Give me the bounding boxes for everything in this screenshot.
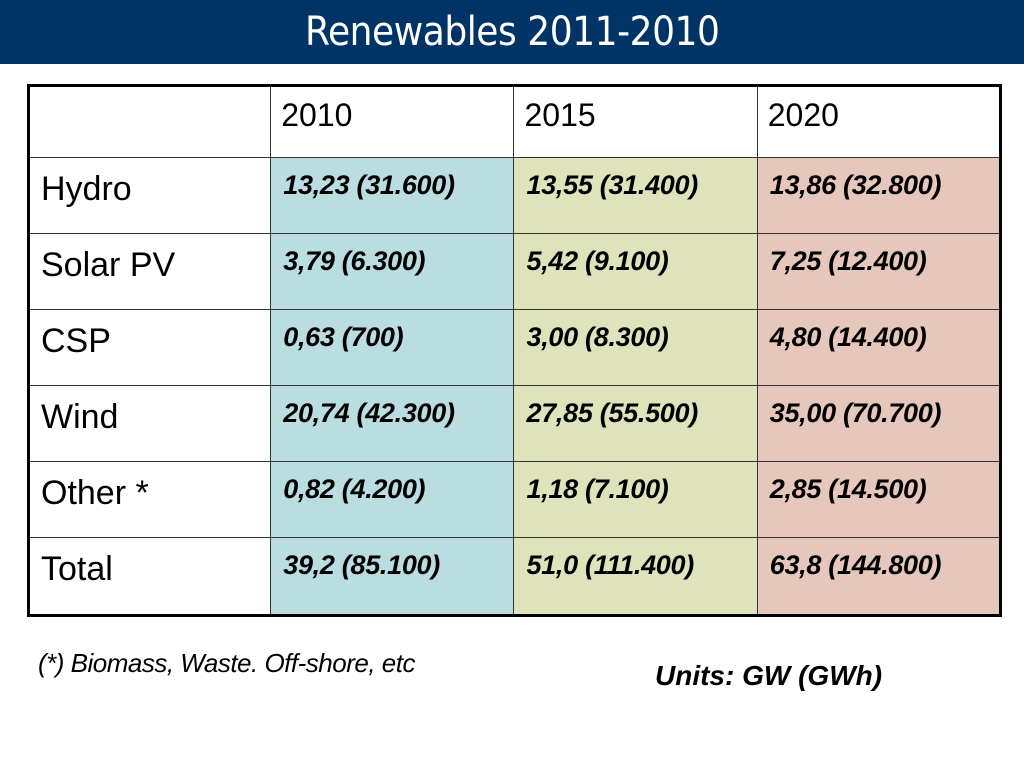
row-label-other: Other *: [27, 461, 272, 539]
table-cell: 63,8 (144.800): [756, 537, 1002, 616]
table-row: Hydro 13,23 (31.600) 13,55 (31.400) 13,8…: [27, 156, 1002, 234]
table-cell: 7,25 (12.400): [756, 232, 1002, 310]
table-row: Other * 0,82 (4.200) 1,18 (7.100) 2,85 (…: [27, 461, 1002, 539]
table-row: CSP 0,63 (700) 3,00 (8.300) 4,80 (14.400…: [27, 308, 1002, 387]
title-bar: Renewables 2011-2010: [0, 0, 1024, 64]
table-cell: 13,55 (31.400): [513, 156, 758, 234]
table-cell: 27,85 (55.500): [513, 385, 758, 463]
header-cell-2010: 2010: [270, 85, 515, 158]
table-cell: 13,86 (32.800): [756, 156, 1002, 234]
table-row: Solar PV 3,79 (6.300) 5,42 (9.100) 7,25 …: [27, 232, 1002, 310]
row-label-solar-pv: Solar PV: [27, 232, 272, 310]
header-corner-cell: [27, 85, 272, 158]
table-cell: 20,74 (42.300): [270, 385, 515, 463]
row-label-csp: CSP: [27, 308, 272, 387]
header-row: 2010 2015 2020: [27, 85, 1002, 158]
table-cell: 3,79 (6.300): [270, 232, 515, 310]
table-row: Wind 20,74 (42.300) 27,85 (55.500) 35,00…: [27, 385, 1002, 463]
table-cell: 3,00 (8.300): [513, 308, 758, 387]
header-cell-2015: 2015: [513, 85, 758, 158]
row-label-wind: Wind: [27, 385, 272, 463]
table-cell: 4,80 (14.400): [756, 308, 1002, 387]
table-cell: 39,2 (85.100): [270, 537, 515, 616]
table-cell: 0,63 (700): [270, 308, 515, 387]
table-cell: 51,0 (111.400): [513, 537, 758, 616]
units-label: Units: GW (GWh): [655, 660, 883, 691]
header-cell-2020: 2020: [756, 85, 1002, 158]
table-cell: 13,23 (31.600): [270, 156, 515, 234]
row-label-total: Total: [27, 537, 272, 616]
row-label-hydro: Hydro: [27, 156, 272, 234]
footnote: (*) Biomass, Waste. Off-shore, etc: [38, 648, 415, 678]
table-cell: 2,85 (14.500): [756, 461, 1002, 539]
table-cell: 1,18 (7.100): [513, 461, 758, 539]
page-title: Renewables 2011-2010: [304, 9, 720, 55]
table-cell: 0,82 (4.200): [270, 461, 515, 539]
table-row: Total 39,2 (85.100) 51,0 (111.400) 63,8 …: [27, 537, 1002, 616]
renewables-table: 2010 2015 2020 Hydro 13,23 (31.600) 13,5…: [27, 84, 1002, 617]
table-cell: 5,42 (9.100): [513, 232, 758, 310]
table-cell: 35,00 (70.700): [756, 385, 1002, 463]
